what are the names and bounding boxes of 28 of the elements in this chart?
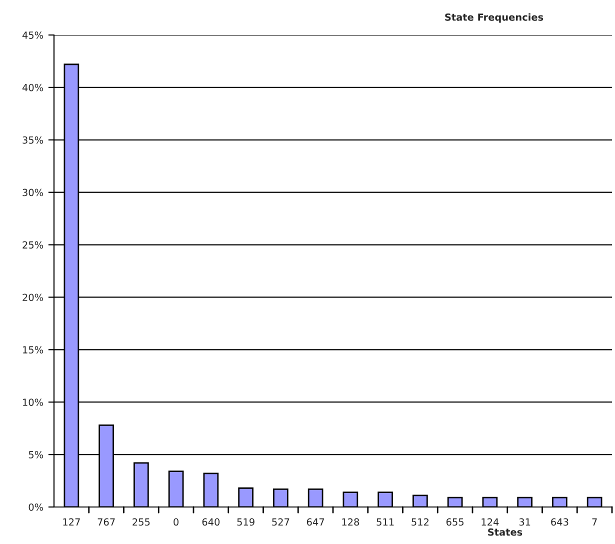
y-tick-label: 15% (23, 346, 44, 354)
y-tick-label: 5% (28, 451, 44, 458)
x-tick-label: 511 (376, 518, 394, 526)
x-tick-label: 124 (482, 518, 499, 526)
x-tick-label: 0 (174, 518, 179, 526)
y-tick-label: 0% (28, 503, 44, 511)
y-tick-label: 35% (22, 136, 44, 144)
x-tick-label: 647 (306, 518, 324, 526)
y-tick-label: 40% (22, 84, 44, 92)
x-tick-label: 767 (98, 518, 115, 526)
x-tick-label: 640 (202, 518, 220, 526)
y-tick-label: 20% (22, 294, 44, 302)
chart-title: State Frequencies (445, 13, 544, 23)
x-tick-label: 655 (446, 518, 464, 526)
y-tick-label: 25% (22, 241, 44, 249)
x-tick-label: 255 (132, 518, 150, 526)
y-tick-label: 30% (22, 188, 44, 196)
y-tick-label: 10% (23, 398, 44, 406)
x-tick-label: 127 (63, 518, 80, 526)
x-axis-title: States (488, 528, 522, 536)
x-tick-label: 643 (551, 518, 568, 526)
x-tick-label: 512 (412, 518, 428, 526)
x-tick-label: 519 (237, 518, 254, 526)
y-tick-label: 45% (22, 31, 44, 39)
x-tick-label: 128 (342, 518, 360, 526)
x-tick-label: 7 (592, 518, 597, 526)
x-tick-label: 527 (272, 518, 290, 526)
x-tick-label: 31 (519, 518, 530, 526)
